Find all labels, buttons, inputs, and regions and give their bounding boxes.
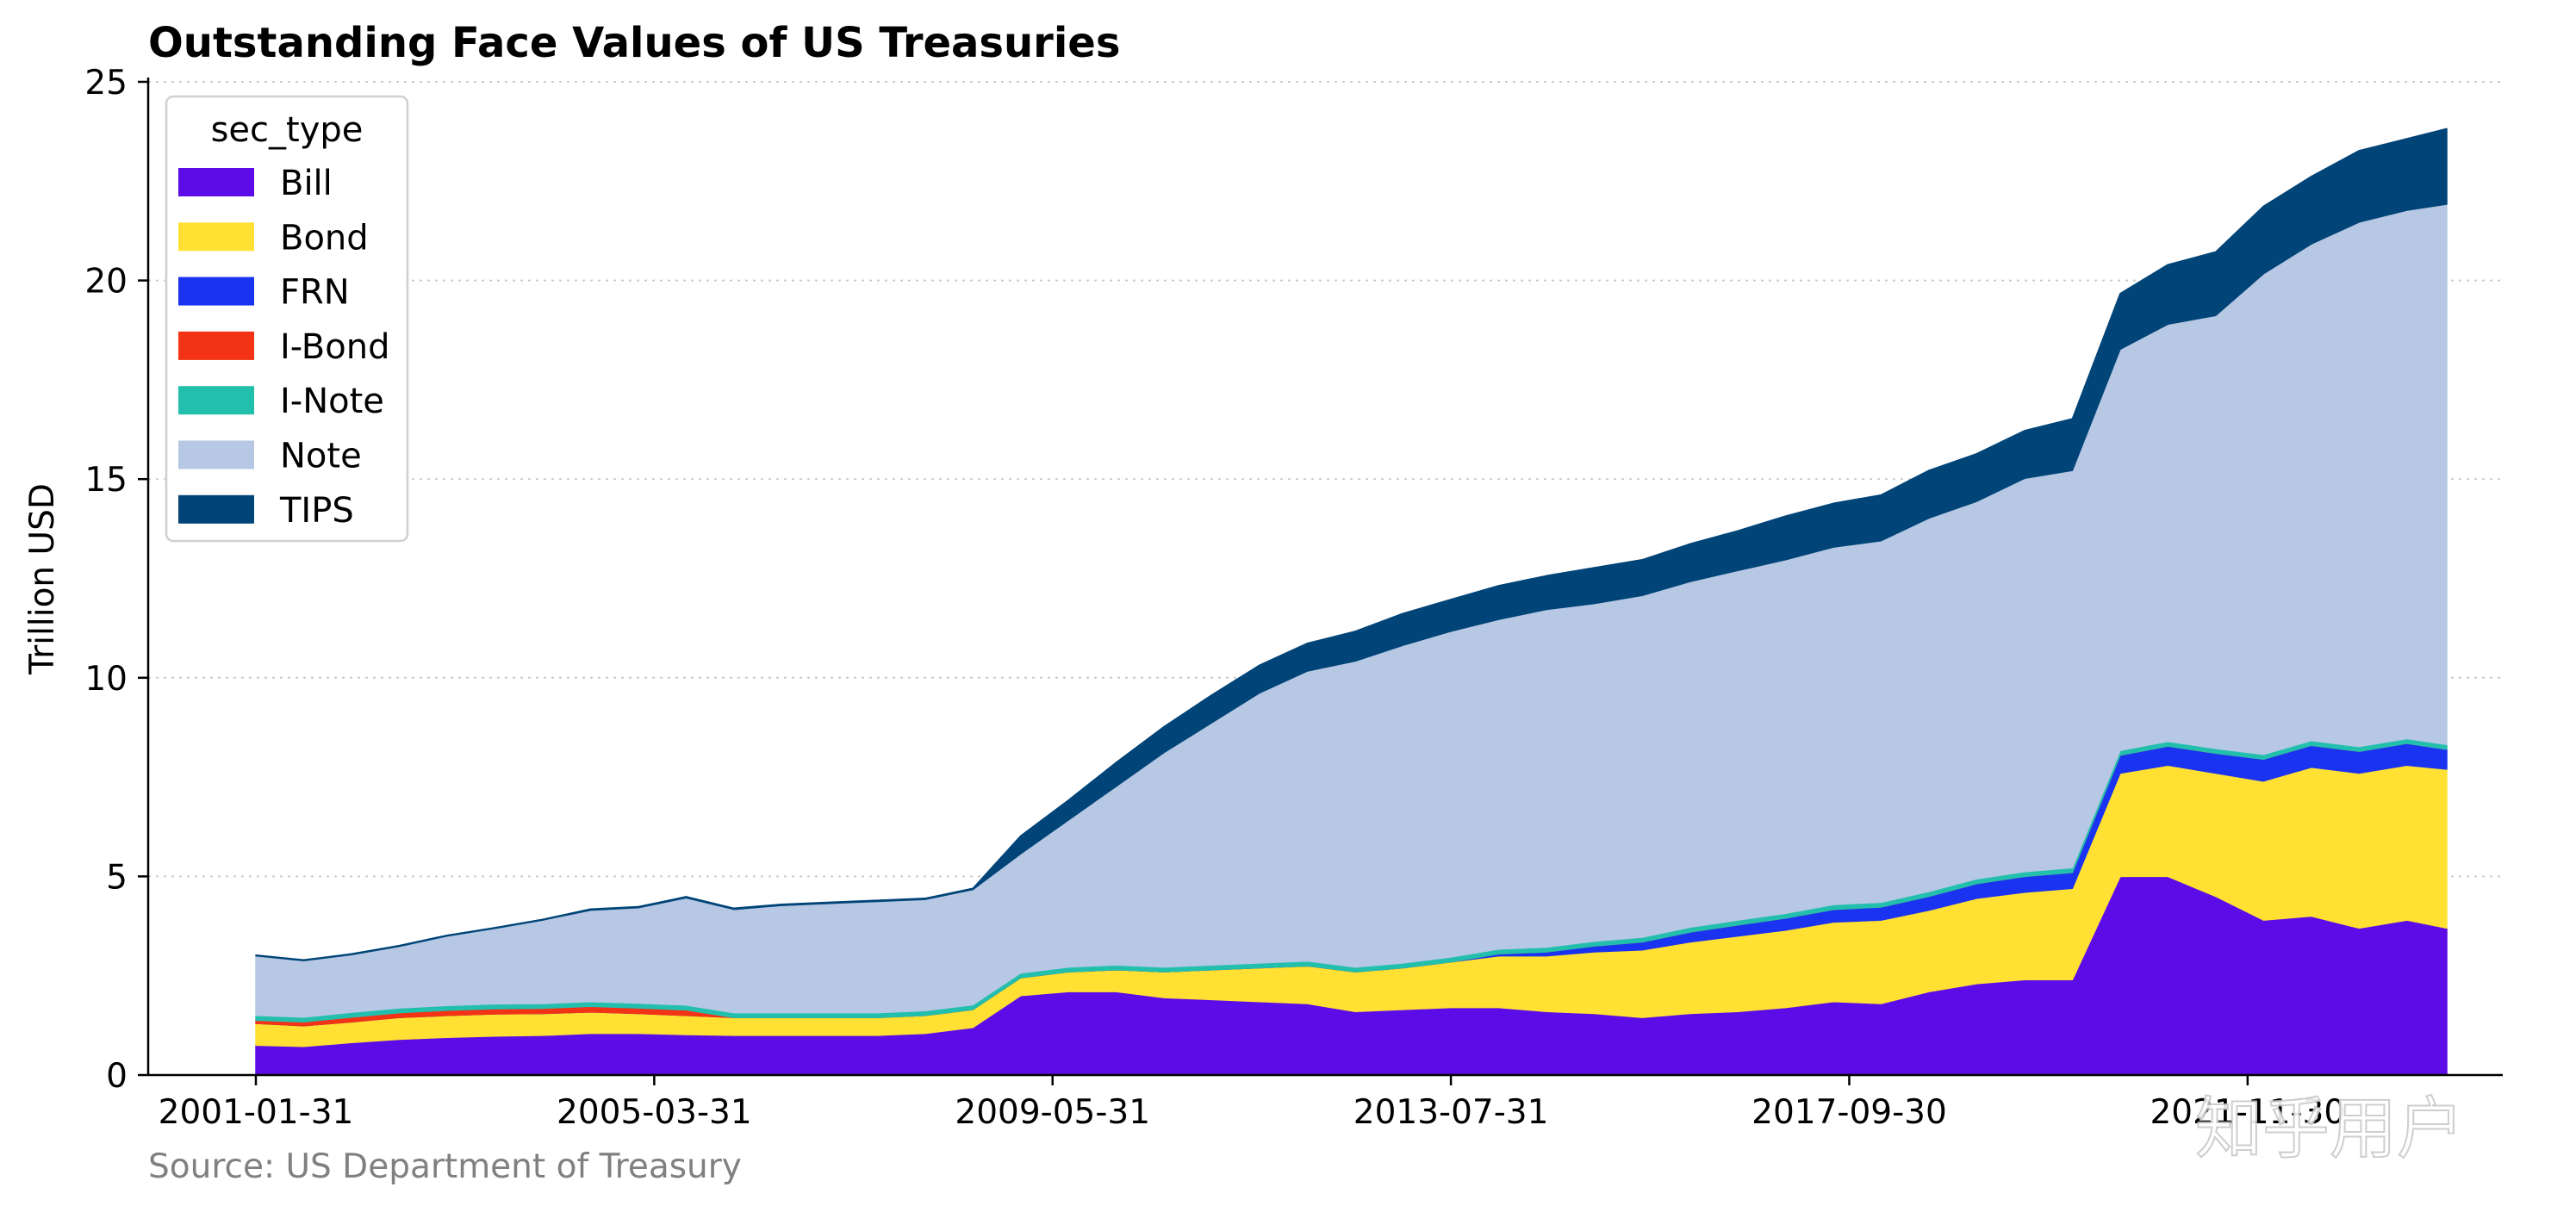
axes: 0 5 10 15 20 25 2001-01-31 2005-03-31 2009-05-31… [84,64,2503,1132]
legend-box [165,95,409,543]
legend-swatch [178,222,254,252]
legend-swatch [178,440,254,469]
area-series-layer [255,127,2448,1076]
legend-swatch [178,331,254,360]
legend-swatch [178,168,254,196]
source-note: Source: US Department of Treasury [148,1147,742,1186]
x-tick-label: 2001-01-31 [159,1093,354,1132]
legend-label: I-Bond [280,327,389,367]
x-tick-label: 2021-11-30 [2150,1093,2345,1132]
y-tick-label: 10 [84,660,128,699]
legend-label: Bill [280,164,333,203]
legend-swatch [178,277,254,306]
watermark: 知乎用户 [2195,1091,2464,1168]
legend-label: TIPS [279,491,354,531]
y-tick-label: 15 [84,461,128,500]
legend-label: I-Note [280,382,384,421]
legend-label: Note [280,437,362,476]
x-tick-label: 2009-05-31 [955,1093,1150,1132]
area-tips [255,127,2448,961]
legend: sec_type Bill Bond FRN I-Bond I-Note Note TIPS [165,95,409,543]
legend-label: Bond [280,218,369,258]
x-tick-label: 2005-03-31 [557,1093,752,1132]
legend-swatch [178,494,254,524]
y-tick-label: 5 [106,858,128,897]
x-tick-label: 2013-07-31 [1353,1093,1549,1132]
legend-title: sec_type [211,110,364,150]
chart-title: Outstanding Face Values of US Treasuries [148,19,1120,67]
y-tick-label: 0 [106,1057,128,1096]
y-axis-label: Trillion USD [23,483,62,675]
legend-label: FRN [280,273,350,313]
y-tick-label: 25 [84,64,128,103]
y-tick-label: 20 [84,263,128,301]
legend-swatch [178,386,254,415]
x-tick-label: 2017-09-30 [1752,1093,1947,1132]
